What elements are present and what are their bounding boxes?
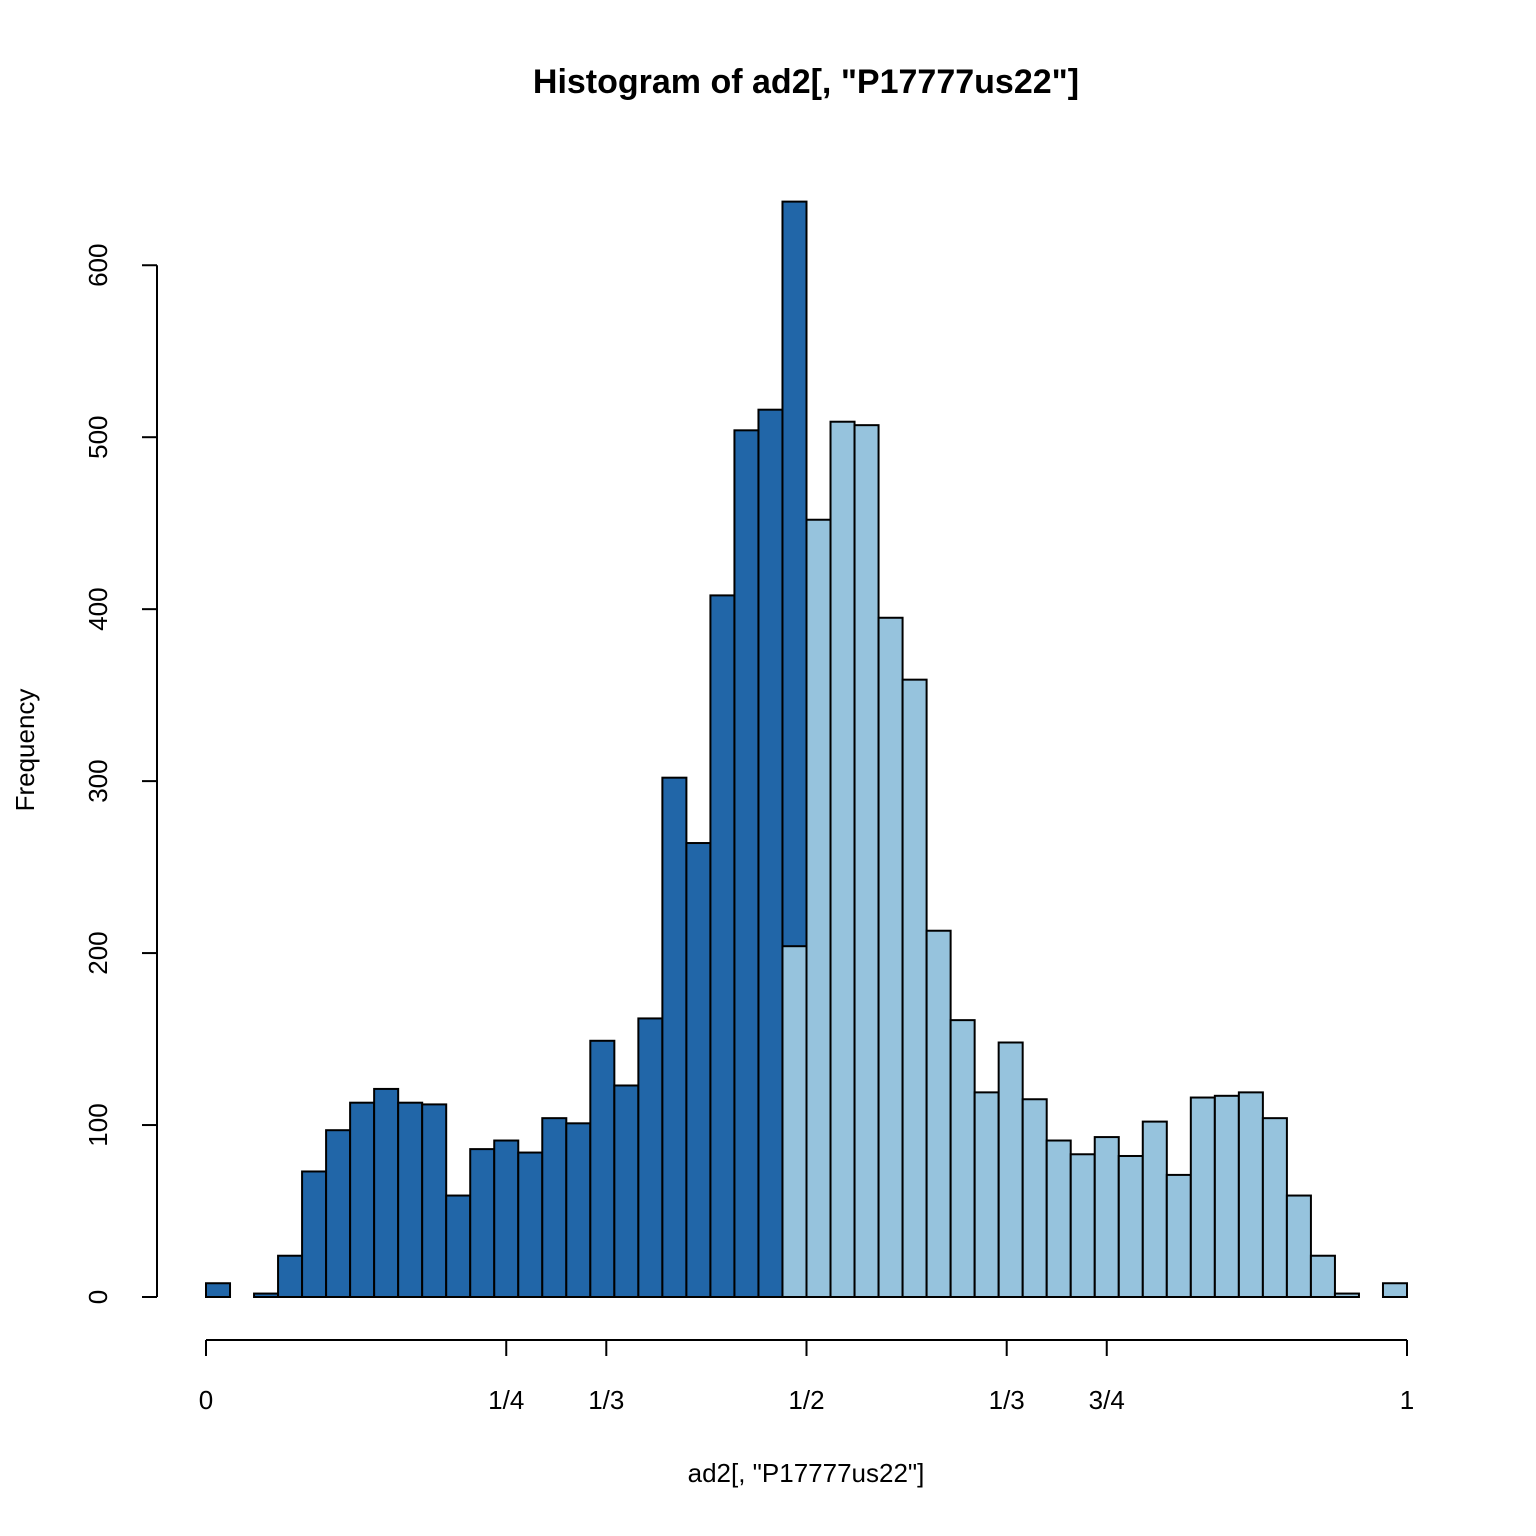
histogram-bar-upper-14	[1117, 1154, 1144, 1298]
histogram-bar-upper-8	[973, 1091, 1000, 1298]
histogram-bar-upper-17	[1189, 1096, 1216, 1299]
histogram-bar-lower-11	[469, 1148, 496, 1298]
histogram-bar-lower-19	[661, 776, 688, 1298]
histogram-bar-upper-6	[925, 929, 952, 1298]
histogram-bar-lower-14	[541, 1117, 568, 1299]
y-tick-label-4: 400	[83, 587, 113, 630]
x-tick-label-4: 1/3	[989, 1385, 1025, 1415]
histogram-bar-upper-16	[1165, 1173, 1192, 1299]
histogram-bar-upper-18	[1213, 1094, 1240, 1299]
x-tick-label-2: 1/3	[588, 1385, 624, 1415]
histogram-bar-lower-13	[517, 1151, 544, 1299]
histogram-bar-upper-15	[1141, 1120, 1168, 1298]
histogram-bar-lower-6	[349, 1101, 376, 1298]
histogram-bar-upper-2	[829, 420, 856, 1299]
histogram-bar-lower-23	[757, 408, 784, 1298]
histogram-bar-lower-16	[589, 1039, 616, 1299]
histogram-bar-upper-9	[997, 1041, 1024, 1298]
histogram-bar-lower-5	[325, 1129, 352, 1298]
y-axis: 0 100 200 300 400 500 600	[83, 244, 158, 1304]
y-tick-label-0: 0	[83, 1290, 113, 1304]
y-tick-label-3: 300	[83, 759, 113, 802]
histogram-bar-lower-15	[565, 1122, 592, 1298]
histogram-bar-upper-19	[1237, 1091, 1264, 1298]
histogram-bar-lower-9	[421, 1103, 448, 1299]
histogram-bar-lower-18	[637, 1017, 664, 1298]
histogram-bar-lower-8	[397, 1101, 424, 1298]
histogram-bar-lower-12	[493, 1139, 520, 1299]
x-tick-label-6: 1	[1400, 1385, 1414, 1415]
histogram-bar-lower-10	[445, 1194, 472, 1299]
x-tick-label-1: 1/4	[488, 1385, 524, 1415]
histogram-bar-upper-25	[1381, 1282, 1408, 1298]
y-axis-label: Frequency	[10, 689, 40, 812]
y-tick-label-6: 600	[83, 244, 113, 287]
x-tick-label-3: 1/2	[788, 1385, 824, 1415]
histogram-bar-upper-22	[1309, 1254, 1336, 1298]
histogram-bar-lower-20	[685, 842, 712, 1299]
histogram-bar-upper-4	[877, 616, 904, 1298]
histogram-bar-upper-3	[853, 424, 880, 1299]
histogram-bar-lower-17	[613, 1084, 640, 1298]
bars	[205, 200, 1408, 1299]
x-tick-label-0: 0	[199, 1385, 213, 1415]
histogram-bar-lower-22	[733, 429, 760, 1298]
histogram-bar-upper-0	[781, 945, 808, 1298]
histogram-bar-upper-5	[901, 678, 928, 1298]
histogram-bar-upper-7	[949, 1019, 976, 1298]
histogram-bar-lower-21	[709, 594, 736, 1298]
histogram-bar-upper-11	[1045, 1139, 1072, 1299]
histogram-bar-lower-2	[253, 1292, 280, 1299]
histogram-bar-lower-4	[301, 1170, 328, 1298]
histogram-bar-upper-12	[1069, 1153, 1096, 1299]
y-tick-label-2: 200	[83, 931, 113, 974]
histogram-bar-lower-0	[205, 1282, 232, 1298]
histogram-bar-upper-23	[1333, 1292, 1360, 1299]
histogram-bar-upper-10	[1021, 1098, 1048, 1298]
y-tick-label-1: 100	[83, 1103, 113, 1146]
histogram-bar-lower-7	[373, 1087, 400, 1299]
histogram-bar-upper-1	[805, 518, 832, 1298]
chart-title: Histogram of ad2[, "P17777us22"]	[533, 63, 1079, 101]
x-axis: 0 1/4 1/3 1/2 1/3 3/4 1	[199, 1339, 1414, 1415]
histogram-bar-upper-20	[1261, 1117, 1288, 1299]
histogram-bar-lower-3	[277, 1254, 304, 1298]
x-axis-label: ad2[, "P17777us22"]	[688, 1458, 925, 1488]
y-tick-label-5: 500	[83, 416, 113, 459]
histogram-bar-upper-13	[1093, 1136, 1120, 1298]
x-tick-label-5: 3/4	[1089, 1385, 1125, 1415]
histogram-bar-upper-21	[1285, 1194, 1312, 1299]
